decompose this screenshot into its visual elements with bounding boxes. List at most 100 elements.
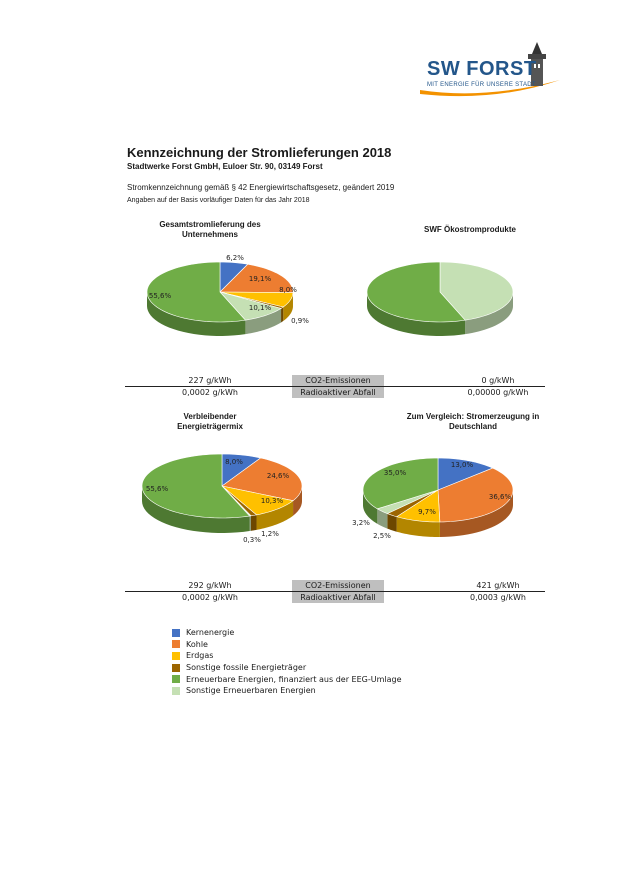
pie-data-label-0-2: 8,0%	[279, 286, 297, 294]
chart-title-3-line1: Verbleibender	[183, 412, 237, 421]
co2-value-oekostrom: 0 g/kWh	[481, 376, 515, 385]
pie-slice-3-5	[362, 457, 439, 510]
pie-data-label-2-1: 24,6%	[267, 472, 290, 480]
legend-item-sonstige-fossile: Sonstige fossile Energieträger	[172, 662, 402, 674]
chart-title-4: Zum Vergleich: Stromerzeugung in Deutsch…	[378, 412, 568, 432]
legend-item-kohle: Kohle	[172, 639, 402, 651]
divider-top	[125, 386, 545, 387]
legend-label: Erdgas	[186, 651, 214, 661]
pie-slice-0-1	[219, 263, 294, 293]
pie-slice-2-5	[141, 453, 251, 519]
pie-data-label-0-5: 55,6%	[149, 292, 172, 300]
pie-side-3	[377, 508, 388, 529]
pie-slice-2-2	[221, 485, 294, 516]
chart-title-1-line2: Unternehmens	[181, 230, 238, 239]
pie-side-0	[147, 292, 246, 336]
pie-side-2	[293, 486, 302, 516]
chart-title-3: Verbleibender Energieträgermix	[130, 412, 290, 432]
pie-data-label-0-4: 10,1%	[249, 304, 272, 312]
pie-data-label-0-3: 0,9%	[291, 317, 309, 325]
pie-slice-0-4	[219, 291, 282, 321]
pie-data-label-3-1: 36,6%	[489, 493, 512, 501]
legend-swatch	[172, 640, 180, 649]
legend-item-eeg: Erneuerbare Energien, finanziert aus der…	[172, 673, 402, 685]
pie-slice-3-2	[395, 489, 441, 523]
legend-label: Kohle	[186, 639, 208, 649]
legend-item-sonstige-erneuerbare: Sonstige Erneuerbaren Energien	[172, 685, 402, 697]
divider-bottom	[125, 591, 545, 592]
chart-title-3-line2: Energieträgermix	[177, 422, 243, 431]
legend-item-kernenergie: Kernenergie	[172, 627, 402, 639]
legend-swatch	[172, 686, 180, 695]
pie-data-label-2-3: 1,2%	[261, 530, 279, 538]
pie-slice-3-0	[437, 457, 494, 491]
page-subtitle: Stadtwerke Forst GmbH, Euloer Str. 90, 0…	[127, 162, 323, 171]
pie-data-label-0-0: 6,2%	[226, 254, 244, 262]
pie-slice-1-1	[366, 261, 466, 323]
pie-slice-2-0	[221, 453, 262, 487]
pie-data-label-3-4: 3,2%	[352, 519, 370, 527]
pie-side-2	[250, 514, 257, 531]
pie-data-label-2-2: 10,3%	[261, 497, 284, 505]
pie-side-1	[465, 292, 513, 335]
pie-side-2	[256, 500, 294, 530]
pie-data-label-2-0: 8,0%	[225, 458, 243, 466]
waste-value-deutschland: 0,0003 g/kWh	[470, 593, 526, 602]
pie-data-label-3-2: 9,7%	[418, 508, 436, 516]
pie-side-0	[245, 308, 282, 335]
co2-value-deutschland: 421 g/kWh	[476, 581, 520, 590]
pie-data-label-3-5: 35,0%	[384, 469, 407, 477]
co2-label-bottom: CO2-Emissionen	[292, 580, 384, 591]
pie-side-2	[142, 486, 250, 533]
chart-title-1-line1: Gesamtstromlieferung des	[159, 220, 261, 229]
pie-side-1	[367, 292, 466, 336]
chart-title-4-line2: Deutschland	[448, 422, 497, 431]
waste-value-gesamt: 0,0002 g/kWh	[182, 388, 238, 397]
legend-item-erdgas: Erdgas	[172, 650, 402, 662]
pie-side-3	[387, 513, 397, 532]
waste-label-bottom: Radioaktiver Abfall	[292, 592, 384, 603]
pie-data-label-0-1: 19,1%	[249, 275, 272, 283]
co2-label-top: CO2-Emissionen	[292, 375, 384, 386]
pie-side-0	[283, 292, 293, 321]
pie-slice-0-0	[219, 261, 249, 293]
pie-slice-3-1	[437, 467, 514, 523]
logo-tagline: MIT ENERGIE FÜR UNSERE STADT	[427, 82, 536, 88]
chart-title-2-line1: SWF Ökostromprodukte	[423, 225, 516, 234]
pie-slice-1-0	[439, 261, 514, 321]
waste-label-top: Radioaktiver Abfall	[292, 387, 384, 398]
pie-side-3	[439, 490, 513, 537]
co2-value-verbleibend: 292 g/kWh	[188, 581, 232, 590]
legend-label: Kernenergie	[186, 628, 235, 638]
pie-data-label-2-5: 55,6%	[146, 485, 169, 493]
co2-value-gesamt: 227 g/kWh	[188, 376, 232, 385]
pie-data-label-2-4: 0,3%	[243, 536, 261, 544]
legal-basis-text: Stromkennzeichnung gemäß § 42 Energiewir…	[127, 183, 395, 192]
page-title: Kennzeichnung der Stromlieferungen 2018	[127, 145, 392, 160]
pie-side-3	[396, 516, 440, 537]
chart-title-2: SWF Ökostromprodukte	[380, 225, 560, 235]
chart-title-4-line1: Zum Vergleich: Stromerzeugung in	[406, 412, 540, 421]
pie-data-label-3-3: 2,5%	[373, 532, 391, 540]
legend-label: Sonstige fossile Energieträger	[186, 663, 307, 673]
legend-label: Sonstige Erneuerbaren Energien	[186, 686, 316, 696]
pie-data-label-3-0: 13,0%	[451, 461, 474, 469]
legend-swatch	[172, 628, 180, 637]
legend-swatch	[172, 651, 180, 660]
legend-swatch	[172, 663, 180, 672]
pie-side-2	[249, 515, 251, 532]
legend: Kernenergie Kohle Erdgas Sonstige fossil…	[172, 627, 402, 697]
pie-slice-0-2	[219, 291, 294, 308]
waste-value-oekostrom: 0,00000 g/kWh	[467, 388, 529, 397]
data-basis-text: Angaben auf der Basis vorläufiger Daten …	[127, 197, 310, 204]
legend-label: Erneuerbare Energien, finanziert aus der…	[186, 674, 402, 684]
logo-wordmark: SW FORST	[427, 58, 537, 80]
pie-side-3	[363, 490, 378, 524]
pie-slice-0-5	[146, 261, 247, 323]
legend-swatch	[172, 675, 180, 684]
waste-value-verbleibend: 0,0002 g/kWh	[182, 593, 238, 602]
chart-title-1: Gesamtstromlieferung des Unternehmens	[130, 220, 290, 240]
sw-forst-logo	[420, 42, 560, 97]
pie-side-0	[281, 307, 284, 323]
